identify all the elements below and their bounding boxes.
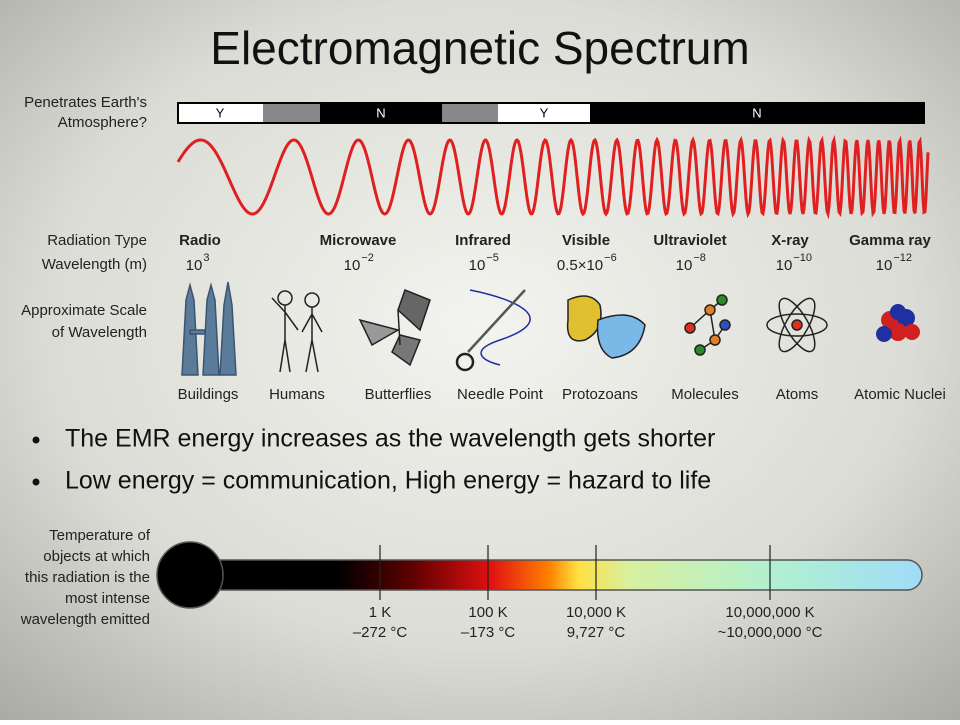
icon-needle bbox=[455, 289, 531, 372]
scale-item: Molecules bbox=[671, 386, 739, 403]
icon-protozoans bbox=[566, 295, 646, 359]
scale-item: Buildings bbox=[178, 386, 239, 403]
band-exponent: −6 bbox=[604, 252, 617, 264]
temperature-kelvin: 1 K bbox=[369, 604, 392, 621]
radiation-label: Radiation Type bbox=[47, 232, 147, 249]
icon-molecules bbox=[684, 294, 731, 356]
temperature-label: objects at which bbox=[43, 548, 150, 565]
band-exponent: −8 bbox=[693, 252, 706, 264]
scale-item: Butterflies bbox=[365, 386, 432, 403]
bullet-dot bbox=[32, 478, 40, 486]
atmosphere-label: Penetrates Earth's bbox=[24, 94, 147, 111]
bar-segment bbox=[442, 104, 498, 122]
band-base: 10 bbox=[676, 257, 693, 274]
band-exponent: −2 bbox=[361, 252, 374, 264]
temperature-label: Temperature of bbox=[49, 527, 151, 544]
icon-butterfly bbox=[358, 289, 431, 367]
temperature-label: this radiation is the bbox=[25, 569, 150, 586]
atmosphere-segment: Y bbox=[216, 105, 225, 120]
scale-item: Humans bbox=[269, 386, 325, 403]
bar-segment bbox=[498, 104, 590, 122]
temperature-celsius: 9,727 °C bbox=[567, 624, 626, 641]
band-name: Infrared bbox=[455, 232, 511, 249]
atmosphere-label: Atmosphere? bbox=[58, 114, 147, 131]
scale-icons bbox=[181, 281, 920, 376]
band-name: Radio bbox=[179, 232, 221, 249]
icon-atom bbox=[766, 297, 828, 353]
wave bbox=[176, 134, 930, 220]
scale-item: Atoms bbox=[776, 386, 819, 403]
band-name: Ultraviolet bbox=[653, 232, 726, 249]
atmosphere-segment: N bbox=[752, 105, 761, 120]
band-base: 10 bbox=[186, 257, 203, 274]
atmosphere-segment: Y bbox=[540, 105, 549, 120]
band-exponent: −5 bbox=[486, 252, 499, 264]
temperature-celsius: ~10,000,000 °C bbox=[718, 624, 823, 641]
icon-buildings bbox=[181, 281, 237, 376]
bar-segment bbox=[179, 104, 263, 122]
bullet-text: The EMR energy increases as the waveleng… bbox=[65, 425, 715, 453]
bullet-dot bbox=[32, 436, 40, 444]
bar-segment bbox=[263, 104, 320, 122]
band-exponent: −12 bbox=[893, 252, 912, 264]
temperature-kelvin: 100 K bbox=[468, 604, 507, 621]
band-exponent: 3 bbox=[203, 252, 209, 264]
scale-label: of Wavelength bbox=[52, 324, 147, 341]
thermometer-tube bbox=[184, 559, 923, 591]
band-base: 0.5×10 bbox=[557, 257, 603, 274]
icon-humans bbox=[271, 290, 323, 373]
icon-nuclei bbox=[876, 304, 920, 342]
band-base: 10 bbox=[876, 257, 893, 274]
temperature-kelvin: 10,000 K bbox=[566, 604, 626, 621]
scale-item: Protozoans bbox=[562, 386, 638, 403]
scale-item: Atomic Nuclei bbox=[854, 386, 946, 403]
temperature-celsius: –173 °C bbox=[461, 624, 516, 641]
scale-item: Needle Point bbox=[457, 386, 544, 403]
band-name: Visible bbox=[562, 232, 610, 249]
band-exponent: −10 bbox=[793, 252, 812, 264]
temperature-kelvin: 10,000,000 K bbox=[725, 604, 814, 621]
temperature-celsius: –272 °C bbox=[353, 624, 408, 641]
thermometer-bulb bbox=[156, 541, 224, 609]
band-name: Gamma ray bbox=[849, 232, 931, 249]
band-name: X-ray bbox=[771, 232, 809, 249]
atmosphere-segment: N bbox=[376, 105, 385, 120]
band-name: Microwave bbox=[320, 232, 397, 249]
band-base: 10 bbox=[776, 257, 793, 274]
bullet-text: Low energy = communication, High energy … bbox=[65, 467, 711, 495]
temperature-label: most intense bbox=[65, 590, 150, 607]
band-base: 10 bbox=[344, 257, 361, 274]
title: Electromagnetic Spectrum bbox=[210, 22, 749, 74]
wavelength-label: Wavelength (m) bbox=[42, 256, 147, 273]
scale-label: Approximate Scale bbox=[21, 302, 147, 319]
temperature-label: wavelength emitted bbox=[20, 611, 150, 628]
band-base: 10 bbox=[469, 257, 486, 274]
atmosphere-bar bbox=[177, 102, 925, 124]
